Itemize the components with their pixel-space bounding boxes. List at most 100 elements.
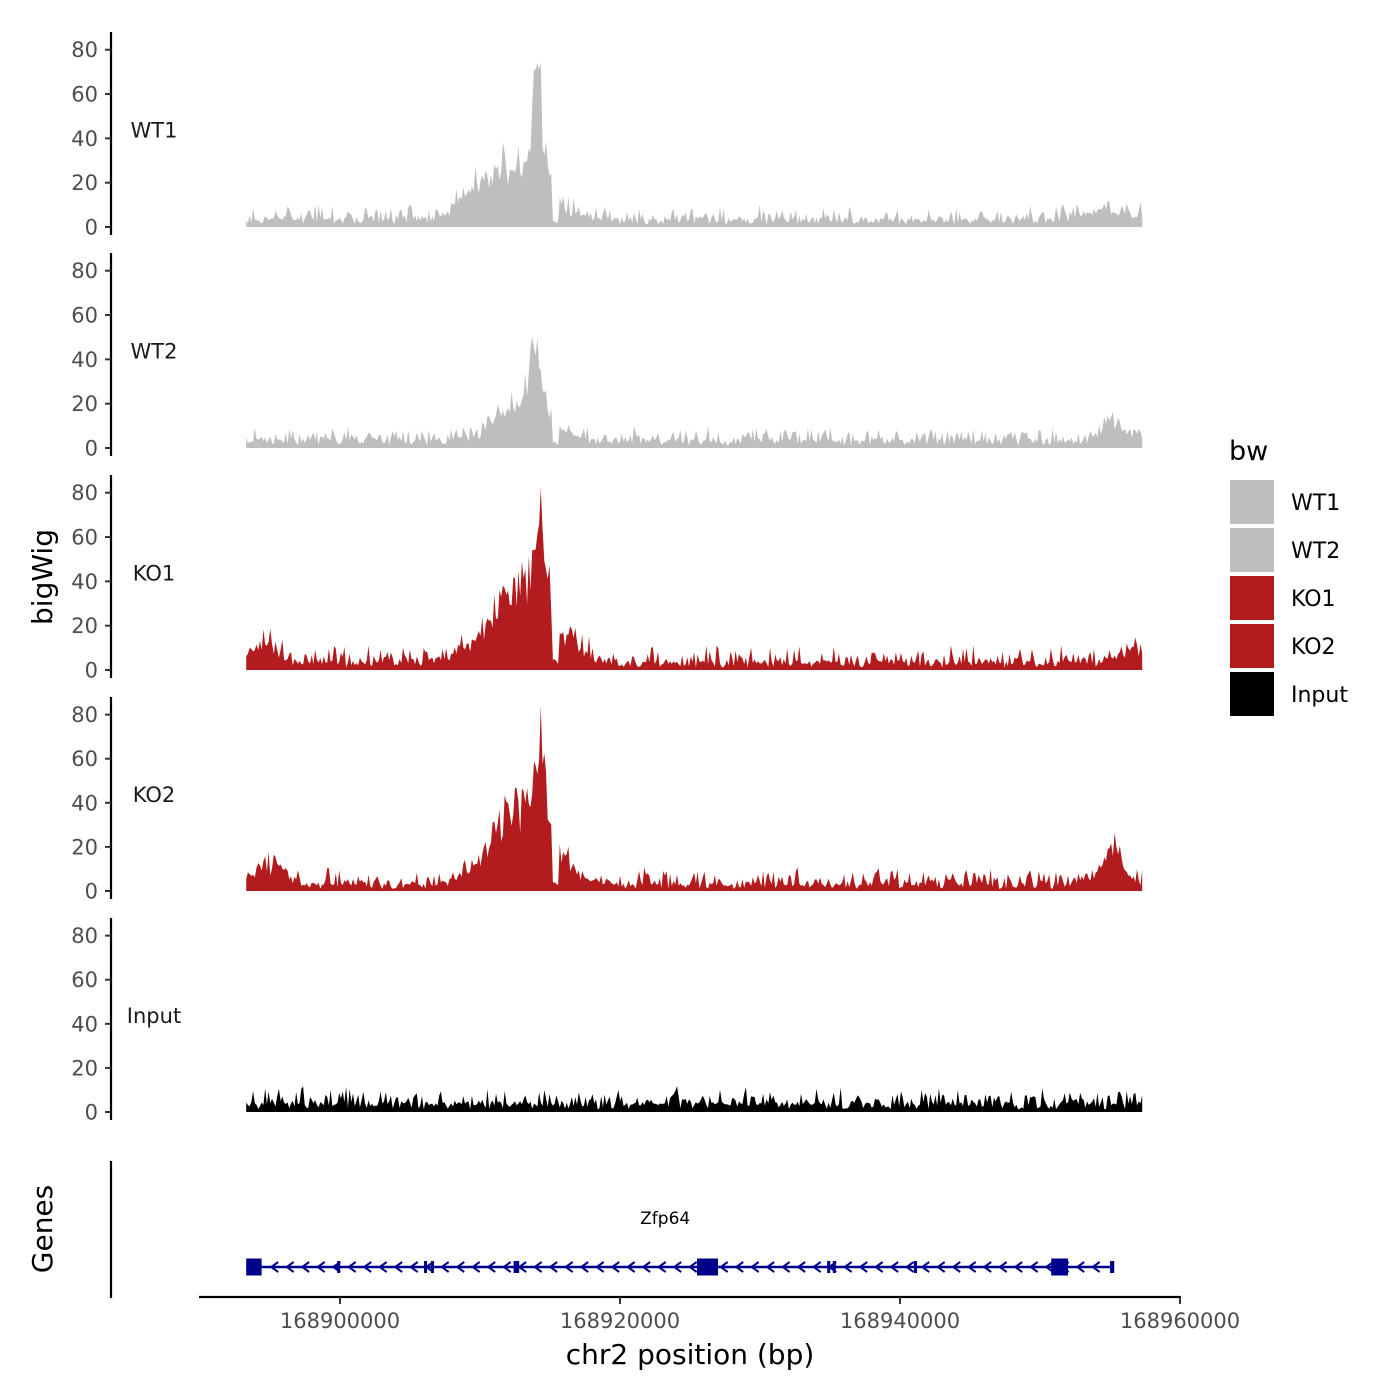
strand-arrow xyxy=(284,1261,295,1273)
y-tick-label: 80 xyxy=(71,259,98,283)
strand-arrow xyxy=(904,1261,915,1273)
coverage-tracks: 0 20 40 60 80 WT1 0 20 40 60 80 WT2 0 20 40 60 80 KO1 0 20 4… xyxy=(71,32,1143,1125)
x-tick-label: 168920000 xyxy=(560,1309,680,1333)
gene-exon xyxy=(513,1261,520,1273)
y-tick-label: 40 xyxy=(71,1012,98,1036)
strand-arrow xyxy=(610,1261,620,1273)
signal-area-wt1 xyxy=(246,63,1143,227)
y-tick-label: 40 xyxy=(71,127,98,151)
gene-exon xyxy=(424,1261,427,1273)
strand-arrow xyxy=(873,1261,884,1273)
signal-area-input xyxy=(246,1086,1143,1112)
gene-exon xyxy=(1110,1261,1115,1273)
y-tick-label: 0 xyxy=(85,216,98,240)
strand-arrow xyxy=(455,1261,465,1273)
strand-arrow xyxy=(625,1261,636,1273)
strand-arrow xyxy=(486,1261,496,1273)
y-tick-label: 0 xyxy=(85,880,98,904)
y-tick-label: 0 xyxy=(85,1101,98,1125)
gene-exon xyxy=(1051,1258,1068,1276)
legend-label-ko1: KO1 xyxy=(1291,587,1336,612)
x-tick-label: 168960000 xyxy=(1120,1309,1240,1333)
strand-arrow xyxy=(377,1261,388,1273)
strand-arrow xyxy=(439,1261,450,1273)
strand-arrow xyxy=(1013,1261,1023,1273)
strand-arrow xyxy=(842,1261,853,1273)
strand-arrow xyxy=(734,1261,744,1273)
legend-label-input: Input xyxy=(1291,683,1348,708)
legend-label-wt2: WT2 xyxy=(1291,539,1340,564)
strand-arrow xyxy=(269,1261,279,1273)
track-label-input: Input xyxy=(127,1004,181,1028)
y-tick-label: 40 xyxy=(71,791,98,815)
legend-key-wt2 xyxy=(1230,528,1274,572)
strand-arrow xyxy=(408,1261,419,1273)
gene-exon xyxy=(827,1261,831,1273)
strand-arrow xyxy=(935,1261,946,1273)
strand-arrow xyxy=(1075,1261,1085,1273)
x-tick-label: 168900000 xyxy=(280,1309,400,1333)
strand-arrow xyxy=(548,1261,558,1273)
y-tick-label: 60 xyxy=(71,747,98,771)
y-tick-label: 60 xyxy=(71,968,98,992)
x-axis-title: chr2 position (bp) xyxy=(566,1338,815,1371)
strand-arrow xyxy=(594,1261,605,1273)
gene-name-label: Zfp64 xyxy=(640,1209,690,1229)
y-tick-label: 80 xyxy=(71,924,98,948)
strand-arrow xyxy=(393,1261,403,1273)
strand-arrow xyxy=(920,1261,930,1273)
y-tick-label: 80 xyxy=(71,481,98,505)
strand-arrow xyxy=(1090,1261,1101,1273)
y-tick-label: 20 xyxy=(71,614,98,638)
strand-arrow xyxy=(966,1261,977,1273)
track-input: 0 20 40 60 80 Input xyxy=(71,918,1143,1125)
gene-exon xyxy=(337,1261,341,1273)
y-tick-label: 60 xyxy=(71,304,98,328)
x-tick-label: 168940000 xyxy=(840,1309,960,1333)
gene-exon xyxy=(246,1258,262,1276)
strand-arrow xyxy=(470,1261,481,1273)
signal-area-wt2 xyxy=(246,337,1143,448)
strand-arrow xyxy=(579,1261,589,1273)
y-tick-label: 60 xyxy=(71,83,98,107)
strand-arrow xyxy=(532,1261,543,1273)
gene-exon xyxy=(914,1261,917,1273)
strand-arrow xyxy=(563,1261,574,1273)
x-axis: 168900000 168920000 168940000 168960000 xyxy=(199,1295,1240,1333)
strand-arrow xyxy=(951,1261,961,1273)
strand-arrow xyxy=(982,1261,992,1273)
y-tick-label: 80 xyxy=(71,38,98,62)
track-label-ko1: KO1 xyxy=(133,562,176,586)
y-tick-label: 40 xyxy=(71,348,98,372)
strand-arrow xyxy=(997,1261,1008,1273)
legend: bw WT1 WT2 KO1 KO2 Input xyxy=(1229,436,1348,716)
track-label-wt2: WT2 xyxy=(131,340,178,364)
strand-arrow xyxy=(858,1261,868,1273)
strand-arrow xyxy=(656,1261,667,1273)
strand-arrow xyxy=(889,1261,899,1273)
strand-arrow xyxy=(362,1261,372,1273)
strand-arrow xyxy=(501,1261,512,1273)
gene-exon xyxy=(832,1261,836,1273)
signal-area-ko2 xyxy=(246,705,1143,891)
strand-arrow xyxy=(517,1261,527,1273)
y-tick-label: 60 xyxy=(71,526,98,550)
legend-key-ko1 xyxy=(1230,576,1274,620)
y-tick-label: 40 xyxy=(71,570,98,594)
track-label-ko2: KO2 xyxy=(133,783,176,807)
strand-arrow xyxy=(672,1261,682,1273)
strand-arrow xyxy=(687,1261,698,1273)
legend-title: bw xyxy=(1229,436,1268,467)
strand-arrow xyxy=(765,1261,775,1273)
y-tick-label: 80 xyxy=(71,703,98,727)
y-tick-label: 0 xyxy=(85,659,98,683)
track-wt2: 0 20 40 60 80 WT2 xyxy=(71,253,1143,461)
strand-arrow xyxy=(780,1261,791,1273)
strand-arrow xyxy=(796,1261,806,1273)
legend-key-input xyxy=(1230,672,1274,716)
gene-track: Zfp64 xyxy=(109,1161,1115,1298)
gene-exon xyxy=(697,1258,718,1276)
y-tick-label: 0 xyxy=(85,437,98,461)
y-tick-label: 20 xyxy=(71,171,98,195)
